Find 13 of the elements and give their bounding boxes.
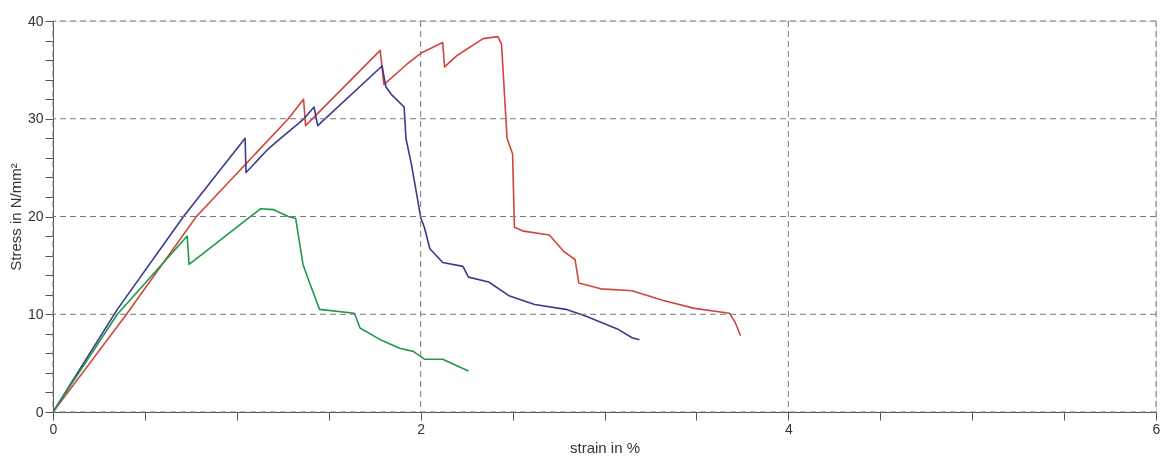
y-tick-label: 0 — [35, 403, 44, 420]
line-series — [53, 207, 470, 412]
line-series — [53, 35, 742, 412]
y-tick-label: 20 — [27, 208, 44, 224]
x-tick-label: 4 — [784, 420, 793, 437]
y-axis-title: Stress in N/mm² — [6, 163, 24, 271]
y-tick-label: 40 — [27, 12, 44, 29]
x-tick-label: 6 — [1152, 420, 1161, 437]
x-axis-title: strain in % — [569, 438, 641, 456]
y-tick-label: 30 — [27, 110, 44, 127]
x-tick-label: 2 — [417, 420, 426, 437]
y-tick-label: 10 — [27, 305, 44, 322]
x-tick-label: 0 — [49, 420, 58, 437]
